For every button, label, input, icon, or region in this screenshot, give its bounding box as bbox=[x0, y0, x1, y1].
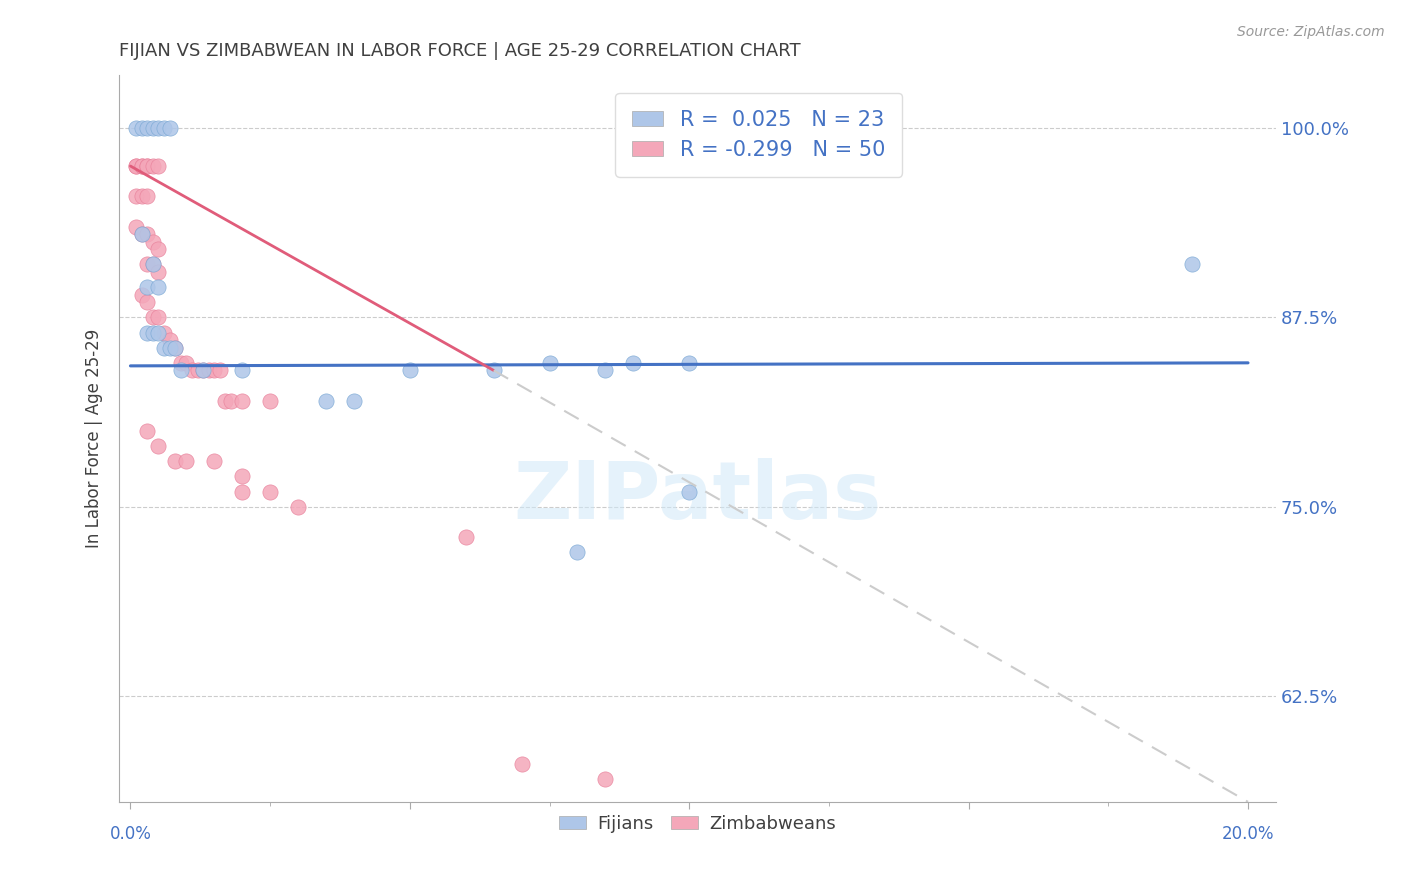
Y-axis label: In Labor Force | Age 25-29: In Labor Force | Age 25-29 bbox=[86, 329, 103, 549]
Point bbox=[125, 159, 148, 173]
Point bbox=[136, 295, 159, 310]
Point bbox=[153, 341, 176, 355]
Point bbox=[125, 159, 148, 173]
Point bbox=[136, 227, 159, 242]
Point bbox=[159, 333, 181, 347]
Legend: Fijians, Zimbabweans: Fijians, Zimbabweans bbox=[553, 807, 844, 840]
Point bbox=[678, 484, 700, 499]
Point bbox=[170, 363, 193, 377]
Text: Source: ZipAtlas.com: Source: ZipAtlas.com bbox=[1237, 25, 1385, 39]
Point bbox=[202, 454, 225, 468]
Point bbox=[148, 310, 170, 325]
Point bbox=[259, 484, 281, 499]
Point bbox=[159, 121, 181, 136]
Point bbox=[259, 393, 281, 408]
Point bbox=[595, 772, 617, 786]
Text: 20.0%: 20.0% bbox=[1222, 824, 1274, 843]
Point bbox=[176, 454, 198, 468]
Point bbox=[142, 121, 165, 136]
Point bbox=[191, 363, 214, 377]
Point bbox=[136, 189, 159, 203]
Point bbox=[125, 219, 148, 234]
Point bbox=[287, 500, 309, 514]
Point bbox=[131, 159, 153, 173]
Point bbox=[131, 227, 153, 242]
Point bbox=[136, 424, 159, 438]
Point bbox=[202, 363, 225, 377]
Point bbox=[136, 257, 159, 271]
Point bbox=[398, 363, 420, 377]
Point bbox=[136, 159, 159, 173]
Point bbox=[180, 363, 202, 377]
Point bbox=[343, 393, 366, 408]
Point bbox=[208, 363, 231, 377]
Point bbox=[131, 287, 153, 301]
Point bbox=[142, 310, 165, 325]
Point bbox=[159, 341, 181, 355]
Point bbox=[142, 257, 165, 271]
Point bbox=[165, 454, 187, 468]
Point bbox=[131, 227, 153, 242]
Point bbox=[231, 363, 253, 377]
Point bbox=[148, 159, 170, 173]
Point bbox=[231, 469, 253, 483]
Point bbox=[142, 257, 165, 271]
Text: ZIPatlas: ZIPatlas bbox=[513, 458, 882, 536]
Point bbox=[510, 757, 533, 772]
Point bbox=[136, 159, 159, 173]
Point bbox=[153, 326, 176, 340]
Point bbox=[595, 363, 617, 377]
Point bbox=[148, 439, 170, 453]
Text: 0.0%: 0.0% bbox=[110, 824, 152, 843]
Point bbox=[231, 393, 253, 408]
Point bbox=[482, 363, 505, 377]
Point bbox=[567, 545, 589, 559]
Point bbox=[231, 484, 253, 499]
Point bbox=[165, 341, 187, 355]
Point bbox=[148, 242, 170, 256]
Point bbox=[538, 356, 561, 370]
Point bbox=[148, 121, 170, 136]
Point bbox=[219, 393, 242, 408]
Point bbox=[191, 363, 214, 377]
Point bbox=[734, 121, 756, 136]
Point bbox=[131, 121, 153, 136]
Point bbox=[678, 356, 700, 370]
Point bbox=[142, 159, 165, 173]
Point bbox=[125, 189, 148, 203]
Text: FIJIAN VS ZIMBABWEAN IN LABOR FORCE | AGE 25-29 CORRELATION CHART: FIJIAN VS ZIMBABWEAN IN LABOR FORCE | AG… bbox=[120, 42, 801, 60]
Point bbox=[197, 363, 219, 377]
Point bbox=[165, 341, 187, 355]
Point bbox=[186, 363, 208, 377]
Point bbox=[148, 326, 170, 340]
Point bbox=[131, 159, 153, 173]
Point bbox=[148, 265, 170, 279]
Point bbox=[136, 280, 159, 294]
Point bbox=[136, 326, 159, 340]
Point bbox=[131, 189, 153, 203]
Point bbox=[142, 235, 165, 249]
Point bbox=[142, 326, 165, 340]
Point bbox=[315, 393, 337, 408]
Point bbox=[621, 356, 644, 370]
Point bbox=[136, 121, 159, 136]
Point bbox=[176, 356, 198, 370]
Point bbox=[153, 121, 176, 136]
Point bbox=[1181, 257, 1204, 271]
Point bbox=[454, 530, 477, 544]
Point bbox=[170, 356, 193, 370]
Point bbox=[125, 121, 148, 136]
Point bbox=[148, 280, 170, 294]
Point bbox=[214, 393, 236, 408]
